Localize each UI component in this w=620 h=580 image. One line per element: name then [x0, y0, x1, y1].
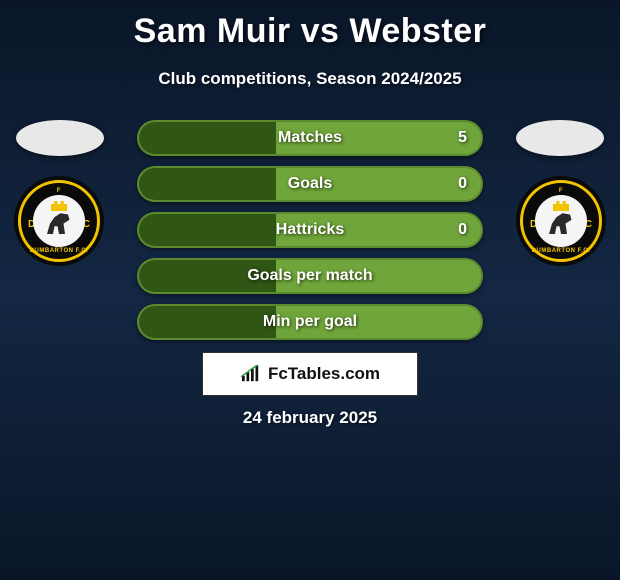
- brand-name: FcTables.com: [268, 364, 380, 384]
- stat-bar: Goals per match: [137, 258, 483, 294]
- stat-value-right: 0: [458, 221, 467, 239]
- bar-chart-icon: [240, 365, 262, 383]
- stat-label: Matches: [278, 129, 342, 147]
- page-title: Sam Muir vs Webster: [0, 0, 620, 51]
- stat-bar-fill: [139, 306, 276, 338]
- stat-bar-fill: [139, 168, 276, 200]
- stat-value-right: 5: [458, 129, 467, 147]
- stat-label: Min per goal: [263, 313, 357, 331]
- club-badge-left: DC F DUMBARTON F.C.: [14, 176, 104, 266]
- snapshot-date: 24 february 2025: [243, 408, 377, 428]
- brand-logo[interactable]: FcTables.com: [202, 352, 418, 396]
- subtitle: Club competitions, Season 2024/2025: [0, 69, 620, 89]
- stat-bars: Matches 5 Goals 0 Hattricks 0 Goals per match M…: [137, 120, 483, 350]
- elephant-icon: [44, 208, 74, 234]
- stat-value-right: 0: [458, 175, 467, 193]
- stat-bar: Min per goal: [137, 304, 483, 340]
- stat-bar: Goals 0: [137, 166, 483, 202]
- stat-bar: Matches 5: [137, 120, 483, 156]
- stat-bar: Hattricks 0: [137, 212, 483, 248]
- stat-label: Goals per match: [247, 267, 372, 285]
- elephant-icon: [546, 208, 576, 234]
- stat-label: Hattricks: [276, 221, 344, 239]
- stat-label: Goals: [288, 175, 332, 193]
- player-avatar-right: [516, 120, 604, 156]
- stat-bar-fill: [139, 214, 276, 246]
- club-badge-right: DC F DUMBARTON F.C.: [516, 176, 606, 266]
- stat-bar-fill: [139, 122, 276, 154]
- player-avatar-left: [16, 120, 104, 156]
